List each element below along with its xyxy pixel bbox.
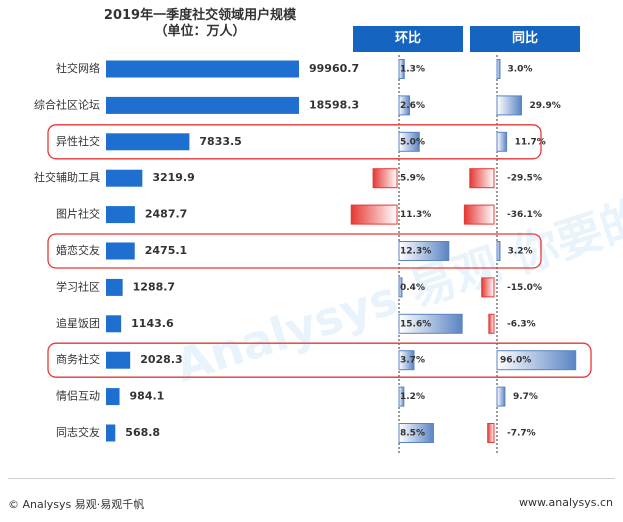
- tb-bar-label: -36.1%: [507, 210, 542, 220]
- tb-bar: [481, 277, 495, 298]
- hb-bar: [398, 131, 420, 152]
- category-label: 商务社交: [56, 352, 100, 366]
- footer-left: © Analysys 易观·易观千帆: [8, 498, 145, 511]
- tb-bar-label: 29.9%: [530, 101, 561, 111]
- category-label: 社交辅助工具: [34, 170, 100, 184]
- main-bar-label: 18598.3: [309, 98, 359, 111]
- main-bar-label: 568.8: [125, 426, 160, 439]
- highlight-frame: [47, 124, 542, 160]
- tb-bar-label: -7.7%: [507, 429, 536, 439]
- hb-bar: [398, 59, 405, 79]
- hb-bar: [398, 386, 405, 407]
- hb-bar-label: 5.9%: [400, 174, 425, 184]
- hb-bar-label: 2.6%: [400, 101, 425, 111]
- main-bar-label: 2487.7: [145, 208, 187, 221]
- category-label: 综合社区论坛: [34, 97, 100, 111]
- main-bar-label: 2028.3: [140, 353, 182, 366]
- category-label: 婚恋交友: [56, 243, 100, 257]
- footer-divider: [8, 478, 615, 479]
- tb-bar: [496, 59, 501, 79]
- main-bar-label: 3219.9: [152, 171, 194, 184]
- main-bar: [106, 133, 190, 151]
- category-label: 情侣互动: [56, 389, 100, 403]
- tb-bar: [488, 313, 495, 334]
- main-bar-label: 99960.7: [309, 62, 359, 75]
- category-label: 社交网络: [56, 61, 100, 75]
- hb-bar-label: 5.0%: [400, 137, 425, 147]
- tb-bar-label: 3.2%: [508, 247, 533, 257]
- main-bar: [106, 315, 122, 333]
- hb-bar: [398, 95, 411, 116]
- tb-bar: [496, 386, 506, 407]
- hb-bar-label: 8.5%: [400, 429, 425, 439]
- hb-bar-label: 3.7%: [400, 356, 425, 366]
- tb-bar: [487, 423, 495, 443]
- hb-bar: [398, 313, 463, 334]
- hb-bar-label: 1.3%: [400, 65, 425, 75]
- main-bar: [106, 206, 135, 224]
- hb-bar: [398, 423, 434, 443]
- hb-bar-label: 15.6%: [400, 319, 431, 329]
- tb-bar: [496, 241, 501, 261]
- tb-bar-label: 9.7%: [513, 392, 538, 402]
- main-bar-label: 7833.5: [199, 135, 241, 148]
- highlight-frame: [47, 342, 592, 378]
- main-bar: [106, 388, 120, 406]
- category-label: 同志交友: [56, 425, 100, 439]
- category-label: 追星饭团: [56, 316, 100, 330]
- highlight-frame: [47, 233, 542, 269]
- header-hb: 环比: [353, 26, 463, 52]
- tb-bar-label: -29.5%: [507, 174, 542, 184]
- tb-bar: [496, 95, 523, 116]
- hb-bar: [372, 168, 398, 189]
- main-bar-label: 1288.7: [133, 280, 175, 293]
- tb-bar-label: -6.3%: [507, 319, 536, 329]
- main-bar-label: 984.1: [130, 390, 165, 403]
- footer-right: www.analysys.cn: [519, 496, 613, 509]
- tb-bar: [463, 204, 495, 225]
- hb-bar-label: 11.3%: [400, 210, 431, 220]
- category-label: 学习社区: [56, 279, 100, 293]
- hb-bar-label: 0.4%: [400, 283, 425, 293]
- hb-bar: [398, 350, 415, 371]
- hb-bar: [398, 277, 403, 298]
- chart-title: 2019年一季度社交领域用户规模: [103, 8, 297, 23]
- main-bar-label: 2475.1: [145, 244, 187, 257]
- main-bar: [106, 169, 143, 187]
- hb-bar-label: 1.2%: [400, 392, 425, 402]
- main-bar: [106, 424, 116, 442]
- main-bar-label: 1143.6: [131, 317, 174, 330]
- tb-bar-label: 96.0%: [500, 356, 531, 366]
- category-label: 异性社交: [56, 134, 100, 148]
- tb-bar: [496, 131, 508, 152]
- main-bar: [106, 60, 299, 78]
- header-tb: 同比: [470, 26, 580, 52]
- main-bar: [106, 278, 123, 296]
- tb-bar-label: -15.0%: [507, 283, 542, 293]
- hb-bar-label: 12.3%: [400, 247, 431, 257]
- tb-bar: [469, 168, 495, 189]
- tb-bar-label: 3.0%: [507, 65, 532, 75]
- main-bar: [106, 96, 299, 114]
- main-bar: [106, 242, 135, 260]
- hb-bar: [398, 241, 450, 261]
- main-bar: [106, 351, 131, 369]
- chart-subtitle: （单位：万人）: [154, 24, 246, 39]
- tb-bar: [496, 350, 577, 371]
- tb-bar-label: 11.7%: [515, 137, 546, 147]
- hb-bar: [350, 204, 398, 225]
- category-label: 图片社交: [56, 207, 100, 221]
